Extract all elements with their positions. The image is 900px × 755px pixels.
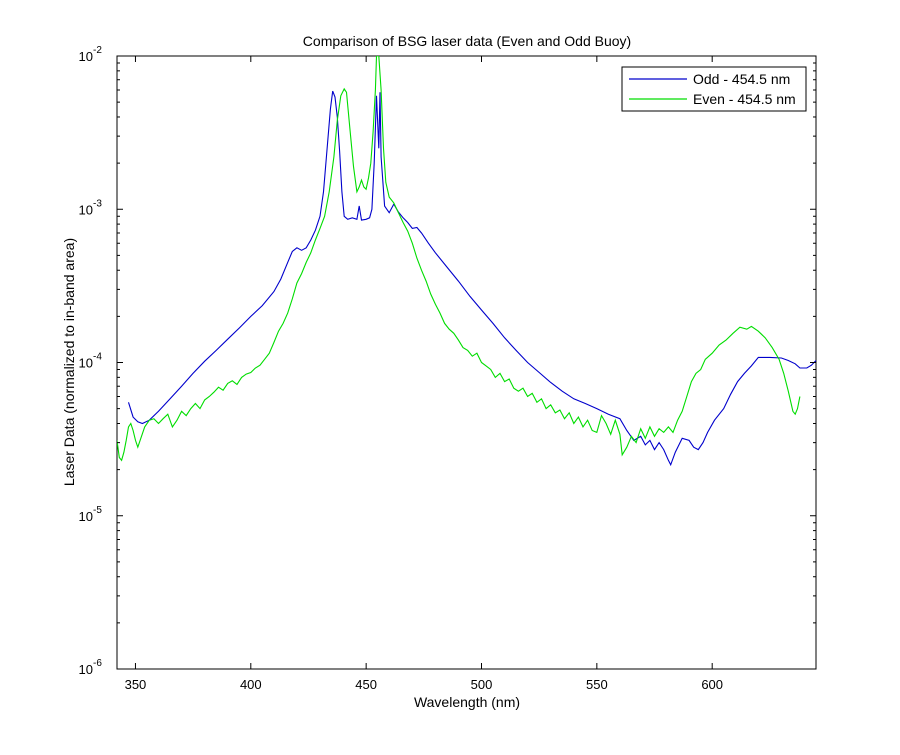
x-tick-label: 350 <box>125 677 147 692</box>
legend-label-even: Even - 454.5 nm <box>693 91 796 107</box>
y-tick-label: 10 <box>79 202 93 217</box>
y-tick-exponent: -6 <box>93 658 102 669</box>
legend-box <box>621 66 807 112</box>
x-axis-label: Wavelength (nm) <box>414 694 520 710</box>
y-axis-label: Laser Data (normalized to in-band area) <box>61 238 77 486</box>
legend: Odd - 454.5 nm Even - 454.5 nm <box>621 66 807 112</box>
x-tick-label: 500 <box>471 677 493 692</box>
y-tick-label: 10 <box>79 509 93 524</box>
x-tick-label: 400 <box>240 677 262 692</box>
legend-label-odd: Odd - 454.5 nm <box>693 71 790 87</box>
plot-area <box>116 55 817 670</box>
y-tick-exponent: -2 <box>93 45 102 56</box>
series-line-even <box>117 56 801 462</box>
series-line-odd <box>127 90 816 467</box>
x-tick-label: 600 <box>701 677 723 692</box>
y-tick-exponent: -3 <box>93 198 102 209</box>
chart-title: Comparison of BSG laser data (Even and O… <box>303 33 631 49</box>
y-tick-label: 10 <box>79 356 93 371</box>
x-tick-label: 450 <box>355 677 377 692</box>
y-tick-exponent: -5 <box>93 505 102 516</box>
x-tick-label: 550 <box>586 677 608 692</box>
y-tick-label: 10 <box>79 49 93 64</box>
y-tick-label: 10 <box>79 662 93 677</box>
y-tick-exponent: -4 <box>93 352 102 363</box>
